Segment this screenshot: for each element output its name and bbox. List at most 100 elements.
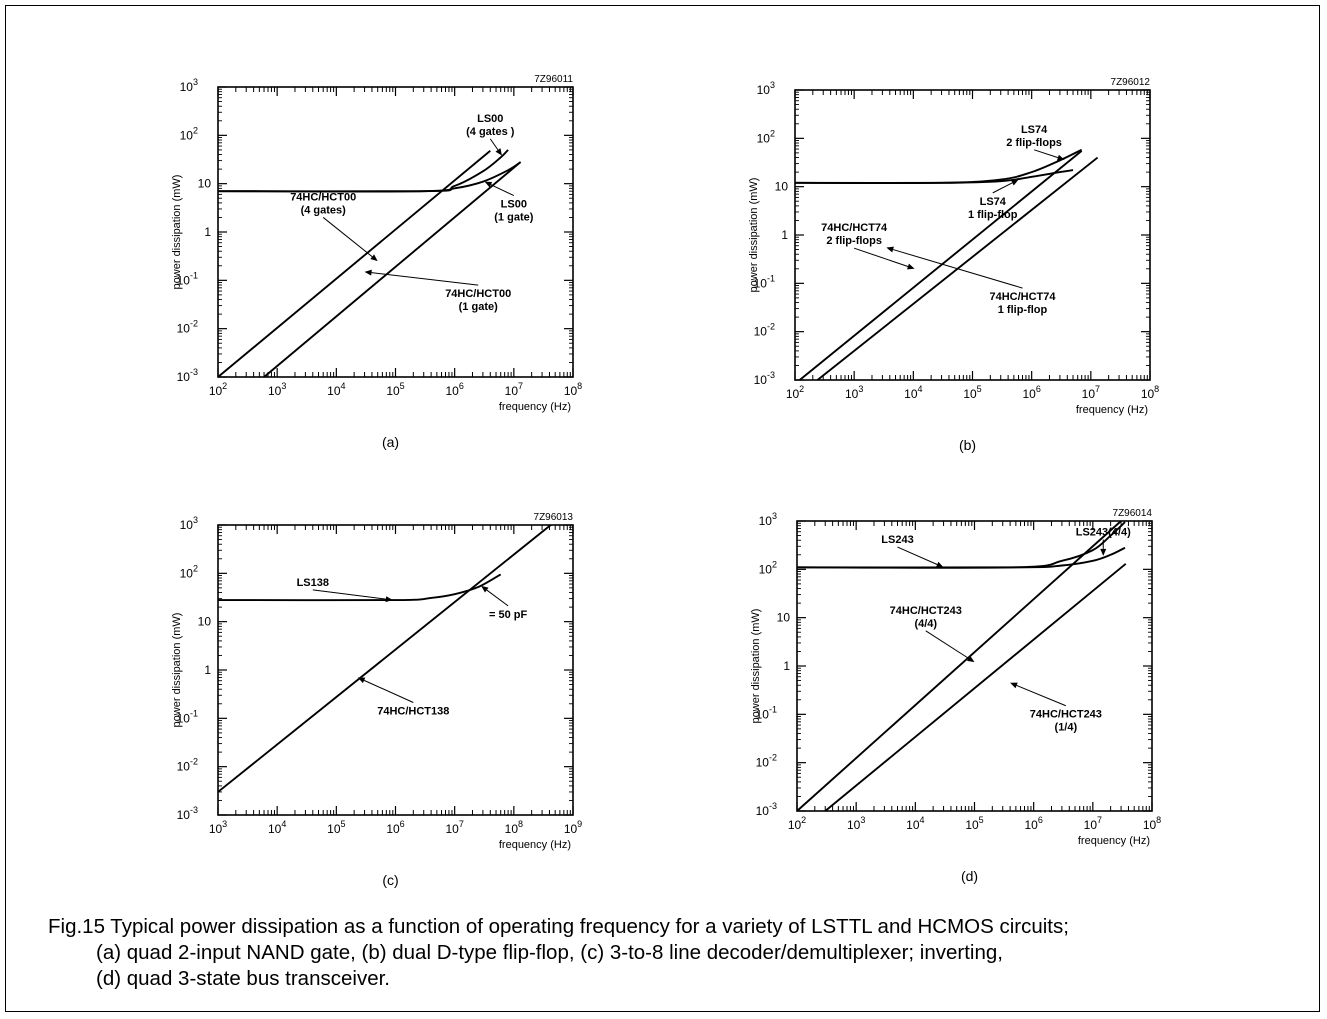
- annotation-arrow-line: [322, 217, 373, 258]
- series-line-1: [217, 573, 502, 602]
- annotation-arrow-line: [489, 138, 499, 151]
- y-tick-label: 10: [198, 177, 212, 191]
- chart-panel-c: 103 104 105 106 107 108 109 10-3 10-2 10-1 1 10 102 1…: [165, 503, 605, 903]
- y-tick-label: 10-2: [177, 319, 198, 336]
- plot-frame: [796, 520, 1153, 812]
- annotation-label: 2 flip-flops: [826, 235, 882, 247]
- annotation-arrowhead: [495, 148, 502, 156]
- annotation-label: (1 gate): [494, 212, 533, 224]
- annotation-label: 74HC/HCT243: [1030, 709, 1102, 721]
- chart-c-svg: 103 104 105 106 107 108 109 10-3 10-2 10-1 1 10 102 1…: [171, 512, 582, 888]
- x-tick-label: 105: [386, 381, 404, 398]
- annotation-arrowhead: [364, 269, 372, 276]
- x-tick-label: 108: [1143, 815, 1161, 832]
- annotation-arrow-line: [897, 546, 938, 565]
- annotation-label: LS74: [1021, 124, 1048, 136]
- y-tick-label: 102: [759, 559, 777, 576]
- annotation-label: LS138: [297, 577, 329, 589]
- chart-a-svg: 102 103 104 105 106 107 108 10-3 10-2 10-1 1 10 102 1…: [171, 74, 582, 450]
- y-axis-label: power dissipation (mW): [750, 609, 762, 724]
- annotation-arrow-line: [892, 249, 1023, 289]
- annotation-label: LS00: [501, 199, 527, 211]
- chart-d-svg: 102 103 104 105 106 107 108 10-3 10-2 10-1 1 10 102 1…: [750, 508, 1161, 884]
- panel-label: (d): [961, 868, 978, 884]
- annotation-arrowhead: [385, 596, 393, 603]
- series-line-0: [217, 524, 552, 793]
- x-axis-label: frequency (Hz): [1078, 835, 1150, 847]
- x-tick-label: 108: [564, 381, 582, 398]
- y-tick-label: 1: [783, 659, 790, 673]
- annotation-arrow-line: [312, 589, 386, 600]
- annotation-arrowhead: [1010, 682, 1018, 689]
- annotation-label: (1 gate): [459, 301, 498, 313]
- chart-b-svg: 102 103 104 105 106 107 108 10-3 10-2 10-1 1 10 102 1…: [748, 77, 1159, 453]
- y-axis-label: power dissipation (mW): [171, 613, 183, 728]
- annotation-label: (4/4): [914, 618, 937, 630]
- y-tick-label: 10-2: [754, 322, 775, 339]
- caption-line-1: Fig.15 Typical power dissipation as a fu…: [48, 915, 1069, 938]
- x-axis-label: frequency (Hz): [1076, 404, 1148, 416]
- x-tick-label: 108: [505, 819, 523, 836]
- x-tick-label: 107: [445, 819, 463, 836]
- y-tick-label: 1: [204, 663, 211, 677]
- y-tick-label: 10-2: [177, 757, 198, 774]
- y-tick-label: 103: [180, 77, 198, 94]
- y-tick-label: 103: [180, 515, 198, 532]
- y-tick-label: 10-1: [177, 270, 198, 287]
- annotation-arrowhead: [966, 655, 975, 663]
- annotation-label: (4 gates): [301, 204, 347, 216]
- y-tick-label: 1: [204, 225, 211, 239]
- annotation-arrowhead: [481, 585, 489, 593]
- annotation-arrow-line: [363, 679, 414, 703]
- y-tick-label: 10-3: [754, 370, 775, 387]
- y-axis-label: power dissipation (mW): [171, 175, 183, 290]
- annotation-label: 74HC/HCT74: [989, 291, 1056, 303]
- annotation-arrowhead: [484, 181, 493, 188]
- x-tick-label: 102: [788, 815, 806, 832]
- caption-line-2: (a) quad 2-input NAND gate, (b) dual D-t…: [96, 941, 1003, 964]
- y-tick-label: 10-3: [756, 801, 777, 818]
- annotation-label: (1/4): [1055, 722, 1078, 734]
- y-tick-label: 10-2: [756, 753, 777, 770]
- annotation-arrowhead: [935, 561, 944, 568]
- series-line-3: [796, 546, 1126, 569]
- annotation-arrowhead: [1100, 548, 1107, 556]
- y-tick-label: 10-1: [754, 273, 775, 290]
- x-tick-label: 104: [904, 384, 922, 401]
- x-tick-label: 109: [564, 819, 582, 836]
- series-line-3: [217, 161, 522, 193]
- annotation-arrow-line: [490, 184, 515, 197]
- y-tick-label: 102: [757, 128, 775, 145]
- annotation-arrowhead: [906, 263, 915, 270]
- chart-panel-d: 102 103 104 105 106 107 108 10-3 10-2 10-1 1 10 102 1…: [740, 503, 1180, 903]
- annotation-label: 74HC/HCT00: [290, 191, 356, 203]
- annotation-arrow-line: [1016, 684, 1067, 707]
- annotation-label: LS74: [980, 196, 1007, 208]
- annotation-label: 74HC/HCT243: [890, 605, 962, 617]
- annotation-label: 2 flip-flops: [1006, 137, 1062, 149]
- x-tick-label: 103: [268, 381, 286, 398]
- x-tick-label: 102: [209, 381, 227, 398]
- y-tick-label: 10: [777, 611, 791, 625]
- annotation-label: 74HC/HCT00: [445, 288, 511, 300]
- figure-code: 7Z96014: [1113, 508, 1153, 519]
- annotation-label: 1 flip-flop: [968, 209, 1018, 221]
- x-tick-label: 108: [1141, 384, 1159, 401]
- annotation-label: 1 flip-flop: [998, 304, 1048, 316]
- annotation-label: = 50 pF: [489, 609, 527, 621]
- x-tick-label: 104: [906, 815, 924, 832]
- y-tick-label: 10-3: [177, 367, 198, 384]
- panel-label: (b): [959, 437, 976, 453]
- annotation-arrow-line: [371, 272, 479, 286]
- annotation-arrowhead: [1056, 154, 1065, 161]
- x-tick-label: 105: [327, 819, 345, 836]
- plot-frame: [217, 524, 574, 816]
- annotation-label: 74HC/HCT74: [821, 222, 888, 234]
- annotation-arrow-line: [1033, 149, 1059, 159]
- y-tick-label: 10-3: [177, 805, 198, 822]
- y-tick-label: 1: [781, 228, 788, 242]
- x-tick-label: 104: [268, 819, 286, 836]
- figure-code: 7Z96011: [534, 74, 573, 85]
- series-line-2: [217, 149, 509, 193]
- y-tick-label: 10: [775, 180, 789, 194]
